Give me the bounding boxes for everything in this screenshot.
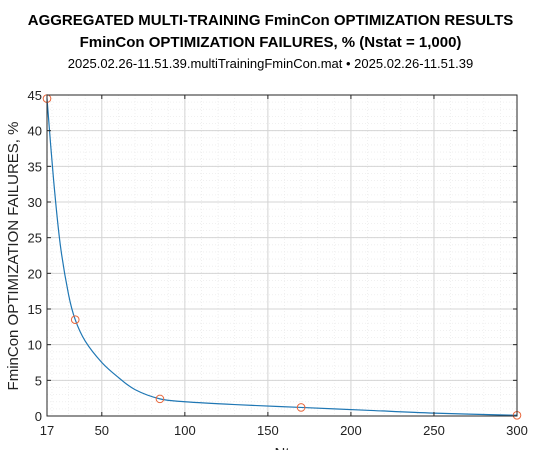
y-tick-label: 30 [28,195,42,210]
x-tick-label: 300 [506,423,528,438]
x-tick-label: 200 [340,423,362,438]
data-series [46,98,518,416]
chart-subtitle: FminCon OPTIMIZATION FAILURES, % (Nstat … [79,34,462,51]
chart-file-info: 2025.02.26-11.51.39.multiTrainingFminCon… [67,56,474,71]
x-tick-label: 100 [174,423,196,438]
y-axis-ticks: 0 5 10 15 20 25 30 35 40 45 [28,88,517,424]
x-tick-label: 50 [95,423,109,438]
data-line [46,98,518,416]
x-tick-label: 150 [257,423,279,438]
y-tick-label: 0 [35,409,42,424]
plot-area [47,95,517,416]
x-tick-label: 17 [40,423,54,438]
y-tick-label: 25 [28,231,42,246]
plot-border [46,94,518,417]
data-markers [42,94,522,420]
y-tick-label: 5 [35,373,42,388]
y-tick-label: 15 [28,302,42,317]
y-tick-label: 40 [28,124,42,139]
y-tick-label: 45 [28,88,42,103]
data-point [70,315,80,325]
y-tick-label: 10 [28,338,42,353]
x-axis-label: Nt [275,445,291,450]
x-tick-label: 250 [423,423,445,438]
chart-title: AGGREGATED MULTI-TRAINING FminCon OPTIMI… [27,12,514,29]
y-tick-label: 35 [28,159,42,174]
x-axis-ticks: 17 50 100 150 200 250 300 [40,95,528,438]
data-point [296,403,306,412]
y-axis-label: FminCon OPTIMIZATION FAILURES, % [5,122,22,391]
y-tick-label: 20 [28,266,42,281]
data-point [155,394,165,404]
